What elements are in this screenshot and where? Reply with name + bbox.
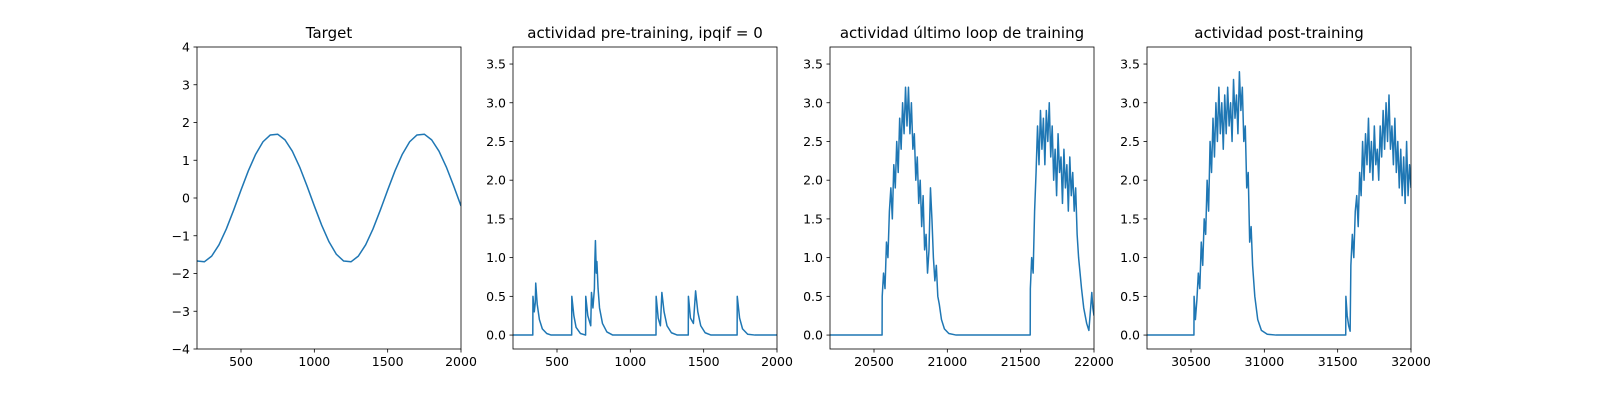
y-tick-label: −1 [172, 228, 190, 243]
plot-area [197, 133, 461, 263]
x-tick-label: 20500 [854, 354, 894, 369]
x-tick-label: 1000 [298, 354, 330, 369]
data-line [197, 133, 461, 263]
y-tick-label: 1 [182, 153, 190, 168]
y-tick-label: 2.5 [1120, 134, 1140, 149]
y-tick-label: 4 [182, 40, 190, 55]
y-tick-label: −3 [172, 304, 190, 319]
x-tick-label: 21500 [1001, 354, 1041, 369]
y-tick-label: 1.0 [486, 250, 506, 265]
axes-frame [829, 46, 1095, 350]
y-tick-label: 0.0 [803, 328, 823, 343]
axes-frame [1146, 46, 1412, 350]
x-tick-label: 21000 [927, 354, 967, 369]
y-tick-label: 3.0 [803, 95, 823, 110]
y-tick-label: 3.0 [486, 95, 506, 110]
x-tick-label: 500 [229, 354, 253, 369]
y-tick-label: 0.5 [1120, 289, 1140, 304]
y-tick-label: 1.5 [803, 211, 823, 226]
data-line [513, 239, 777, 336]
y-tick-label: 2.0 [1120, 173, 1140, 188]
subplot: 500 1000 1500 2000 0.0 0.5 1.0 1.5 2.0 2.5 3.0 3.5 a… [486, 24, 793, 369]
subplot-title: actividad post-training [1194, 24, 1363, 42]
y-tick-label: 0.0 [1120, 328, 1140, 343]
y-tick-label: 3 [182, 77, 190, 92]
y-tick-label: 3.0 [1120, 95, 1140, 110]
y-tick-label: 3.5 [486, 57, 506, 72]
y-tick-label: 1.0 [803, 250, 823, 265]
y-tick-label: 2.5 [803, 134, 823, 149]
y-tick-label: 1.5 [1120, 211, 1140, 226]
y-tick-label: 1.5 [486, 211, 506, 226]
subplot-title: actividad pre-training, ipqif = 0 [527, 24, 763, 42]
x-tick-label: 2000 [445, 354, 477, 369]
plot-area [513, 239, 777, 336]
x-tick-label: 500 [545, 354, 569, 369]
y-tick-label: 2.5 [486, 134, 506, 149]
y-tick-label: 3.5 [1120, 57, 1140, 72]
x-tick-label: 32000 [1391, 354, 1431, 369]
x-tick-label: 31500 [1318, 354, 1358, 369]
y-tick-label: −2 [172, 266, 190, 281]
y-tick-label: 3.5 [803, 57, 823, 72]
y-tick-label: 0.5 [803, 289, 823, 304]
x-tick-label: 30500 [1171, 354, 1211, 369]
axes-frame [196, 46, 462, 350]
x-tick-label: 1500 [688, 354, 720, 369]
y-tick-label: 2.0 [486, 173, 506, 188]
subplot-title: actividad último loop de training [840, 24, 1084, 42]
subplot: 20500 21000 21500 22000 0.0 0.5 1.0 1.5 2.0 2.5 3.… [803, 24, 1114, 369]
y-tick-label: 0.0 [486, 328, 506, 343]
x-tick-label: 31000 [1244, 354, 1284, 369]
subplot: 30500 31000 31500 32000 0.0 0.5 1.0 1.5 2.0 2.5 3.… [1120, 24, 1431, 369]
x-tick-label: 1500 [372, 354, 404, 369]
data-line [1147, 71, 1411, 336]
y-tick-label: 0.5 [486, 289, 506, 304]
x-tick-label: 1000 [614, 354, 646, 369]
axes-frame [512, 46, 778, 350]
plot-area [1147, 71, 1411, 336]
subplot-title: Target [305, 24, 353, 42]
x-tick-label: 2000 [761, 354, 793, 369]
plot-area [830, 86, 1094, 336]
y-tick-label: −4 [172, 342, 190, 357]
y-tick-label: 1.0 [1120, 250, 1140, 265]
y-tick-label: 2.0 [803, 173, 823, 188]
subplot: 500 1000 1500 2000 −4 −3 −2 −1 0 1 2 3 4 Target [172, 24, 477, 369]
data-line [830, 86, 1094, 336]
y-tick-label: 2 [182, 115, 190, 130]
x-tick-label: 22000 [1074, 354, 1114, 369]
y-tick-label: 0 [182, 191, 190, 206]
